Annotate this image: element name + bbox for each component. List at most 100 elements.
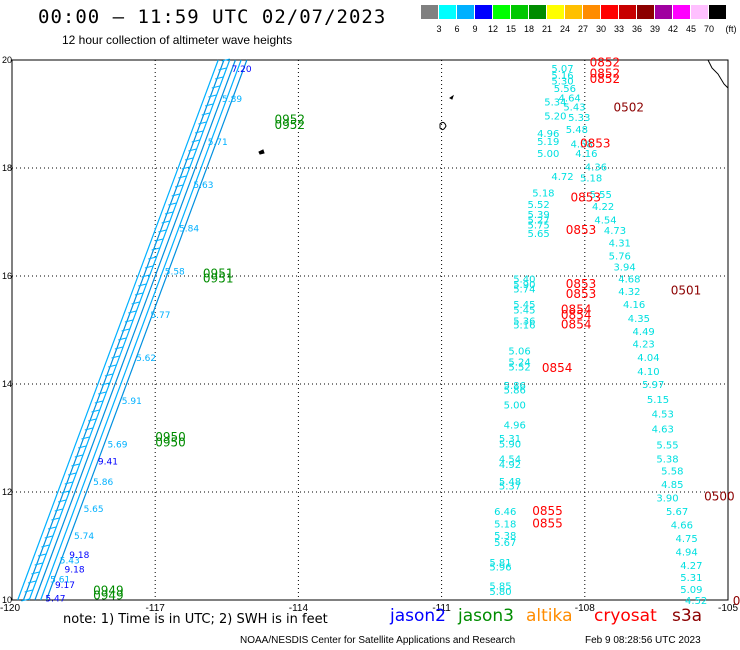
cryosat-wave-height-label: 5.81 bbox=[489, 558, 511, 569]
track-hatch bbox=[138, 283, 147, 287]
cryosat-wave-height-label: 5.86 bbox=[504, 385, 526, 396]
track-hatch bbox=[47, 526, 57, 530]
cryosat-time-label: 0852 bbox=[590, 56, 621, 70]
legend-swatch bbox=[529, 5, 546, 19]
cryosat-wave-height-label: 4.32 bbox=[618, 287, 640, 298]
cryosat-time-label: 0854 bbox=[542, 361, 573, 375]
cryosat-wave-height-label: 4.68 bbox=[618, 275, 640, 286]
cryosat-wave-height-label: 5.00 bbox=[504, 401, 526, 412]
cryosat-wave-height-label: 5.38 bbox=[494, 531, 516, 542]
track-hatch bbox=[214, 76, 224, 80]
cryosat-wave-height-label: 5.48 bbox=[499, 477, 521, 488]
s3a-time-label: 0501 bbox=[671, 284, 702, 298]
cryosat-wave-height-label: 5.90 bbox=[513, 280, 535, 291]
cryosat-wave-height-label: 4.04 bbox=[637, 353, 659, 364]
cryosat-wave-height-label: 5.58 bbox=[661, 466, 683, 477]
track-hatch bbox=[108, 364, 117, 368]
cryosat-wave-height-label: 5.36 bbox=[513, 316, 535, 327]
track-hatch bbox=[111, 355, 120, 359]
lat-tick-label: 18 bbox=[2, 163, 12, 173]
jason-ground-track bbox=[17, 59, 219, 601]
track-hatch bbox=[154, 238, 164, 242]
cryosat-wave-height-label: 5.16 bbox=[551, 71, 573, 82]
cryosat-wave-height-label: 4.54 bbox=[499, 455, 521, 466]
track-hatch bbox=[61, 490, 70, 494]
cryosat-wave-height-label: 5.15 bbox=[647, 395, 669, 406]
legend-tick-label: 70 bbox=[703, 24, 714, 34]
legend-tick-label: 45 bbox=[685, 24, 696, 34]
cryosat-wave-height-label: 4.92 bbox=[499, 460, 521, 471]
jason-wave-height-label: 5.65 bbox=[84, 505, 104, 515]
jason2-wave-height-label: 9.17 bbox=[55, 581, 75, 591]
satellite-legend-cryosat: cryosat bbox=[594, 606, 657, 626]
cryosat-wave-height-label: 4.64 bbox=[559, 93, 581, 104]
track-hatch bbox=[178, 175, 187, 179]
cryosat-wave-height-label: 4.35 bbox=[628, 314, 650, 325]
cryosat-wave-height-label: 4.27 bbox=[680, 561, 702, 572]
track-hatch bbox=[37, 553, 47, 557]
track-hatch bbox=[121, 328, 130, 332]
cryosat-wave-height-label: 5.34 bbox=[544, 98, 566, 109]
cryosat-wave-height-label: 5.45 bbox=[513, 305, 535, 316]
cryosat-wave-height-label: 5.31 bbox=[680, 573, 702, 584]
legend-swatch bbox=[547, 5, 564, 19]
track-hatch bbox=[208, 94, 217, 98]
cryosat-wave-height-label: 4.66 bbox=[671, 520, 693, 531]
cryosat-time-label: 0855 bbox=[532, 516, 563, 530]
legend-swatch bbox=[565, 5, 582, 19]
cryosat-wave-height-label: 4.16 bbox=[575, 149, 597, 160]
track-hatch bbox=[104, 373, 113, 377]
jason3-time-label: 0952 bbox=[275, 112, 306, 126]
cryosat-wave-height-label: 5.18 bbox=[494, 519, 516, 530]
cryosat-wave-height-label: 5.00 bbox=[537, 149, 559, 160]
cryosat-wave-height-label: 3.90 bbox=[656, 493, 678, 504]
legend-swatch bbox=[691, 5, 708, 19]
jason-wave-height-label: 5.71 bbox=[208, 138, 228, 148]
track-hatch bbox=[221, 58, 230, 62]
track-hatch bbox=[194, 130, 204, 134]
cryosat-wave-height-label: 4.96 bbox=[537, 129, 559, 140]
legend-unit: (ft) bbox=[725, 24, 737, 34]
lon-tick-label: -114 bbox=[289, 603, 309, 614]
track-hatch bbox=[54, 508, 63, 512]
cryosat-wave-height-label: 4.10 bbox=[637, 367, 659, 378]
cryosat-wave-height-label: 5.18 bbox=[580, 174, 602, 185]
jason-ground-track bbox=[45, 59, 248, 601]
legend-swatch bbox=[493, 5, 510, 19]
track-hatch bbox=[144, 265, 154, 269]
track-hatch bbox=[31, 571, 40, 575]
cryosat-wave-height-label: 5.33 bbox=[568, 113, 590, 124]
jason-ground-track bbox=[40, 59, 242, 601]
jason2-wave-height-label: 9.41 bbox=[98, 458, 118, 468]
coastline-segment bbox=[707, 59, 729, 89]
cryosat-wave-height-label: 5.67 bbox=[494, 538, 516, 549]
legend-swatch bbox=[601, 5, 618, 19]
track-hatch bbox=[57, 499, 67, 503]
track-hatch bbox=[151, 247, 160, 251]
jason3-time-label: 0949 bbox=[93, 583, 124, 597]
jason-wave-height-label: 5.62 bbox=[136, 354, 156, 364]
jason2-wave-height-label: 5.47 bbox=[45, 594, 65, 604]
cryosat-wave-height-label: 4.53 bbox=[652, 410, 674, 421]
legend-swatch bbox=[511, 5, 528, 19]
cryosat-wave-height-label: 5.55 bbox=[590, 190, 612, 201]
cryosat-wave-height-label: 5.06 bbox=[508, 347, 530, 358]
track-hatch bbox=[88, 418, 97, 422]
satellite-legend-jason3: jason3 bbox=[458, 606, 514, 626]
cryosat-wave-height-label: 5.48 bbox=[566, 125, 588, 136]
jason-wave-height-label: 5.63 bbox=[193, 181, 213, 191]
track-hatch bbox=[101, 382, 110, 386]
lat-tick-label: 20 bbox=[2, 55, 12, 65]
lon-tick-label: -105 bbox=[718, 603, 738, 614]
cryosat-wave-height-label: 6.46 bbox=[494, 507, 516, 518]
legend-tick-label: 18 bbox=[523, 24, 534, 34]
cryosat-wave-height-label: 5.24 bbox=[508, 357, 530, 368]
cryosat-wave-height-label: 4.73 bbox=[604, 226, 626, 237]
track-hatch bbox=[128, 310, 137, 314]
cryosat-wave-height-label: 5.40 bbox=[513, 275, 535, 286]
island-rocapartida bbox=[258, 149, 265, 155]
cryosat-wave-height-label: 3.94 bbox=[613, 262, 635, 273]
track-hatch bbox=[24, 589, 33, 593]
cryosat-wave-height-label: 5.52 bbox=[508, 363, 530, 374]
